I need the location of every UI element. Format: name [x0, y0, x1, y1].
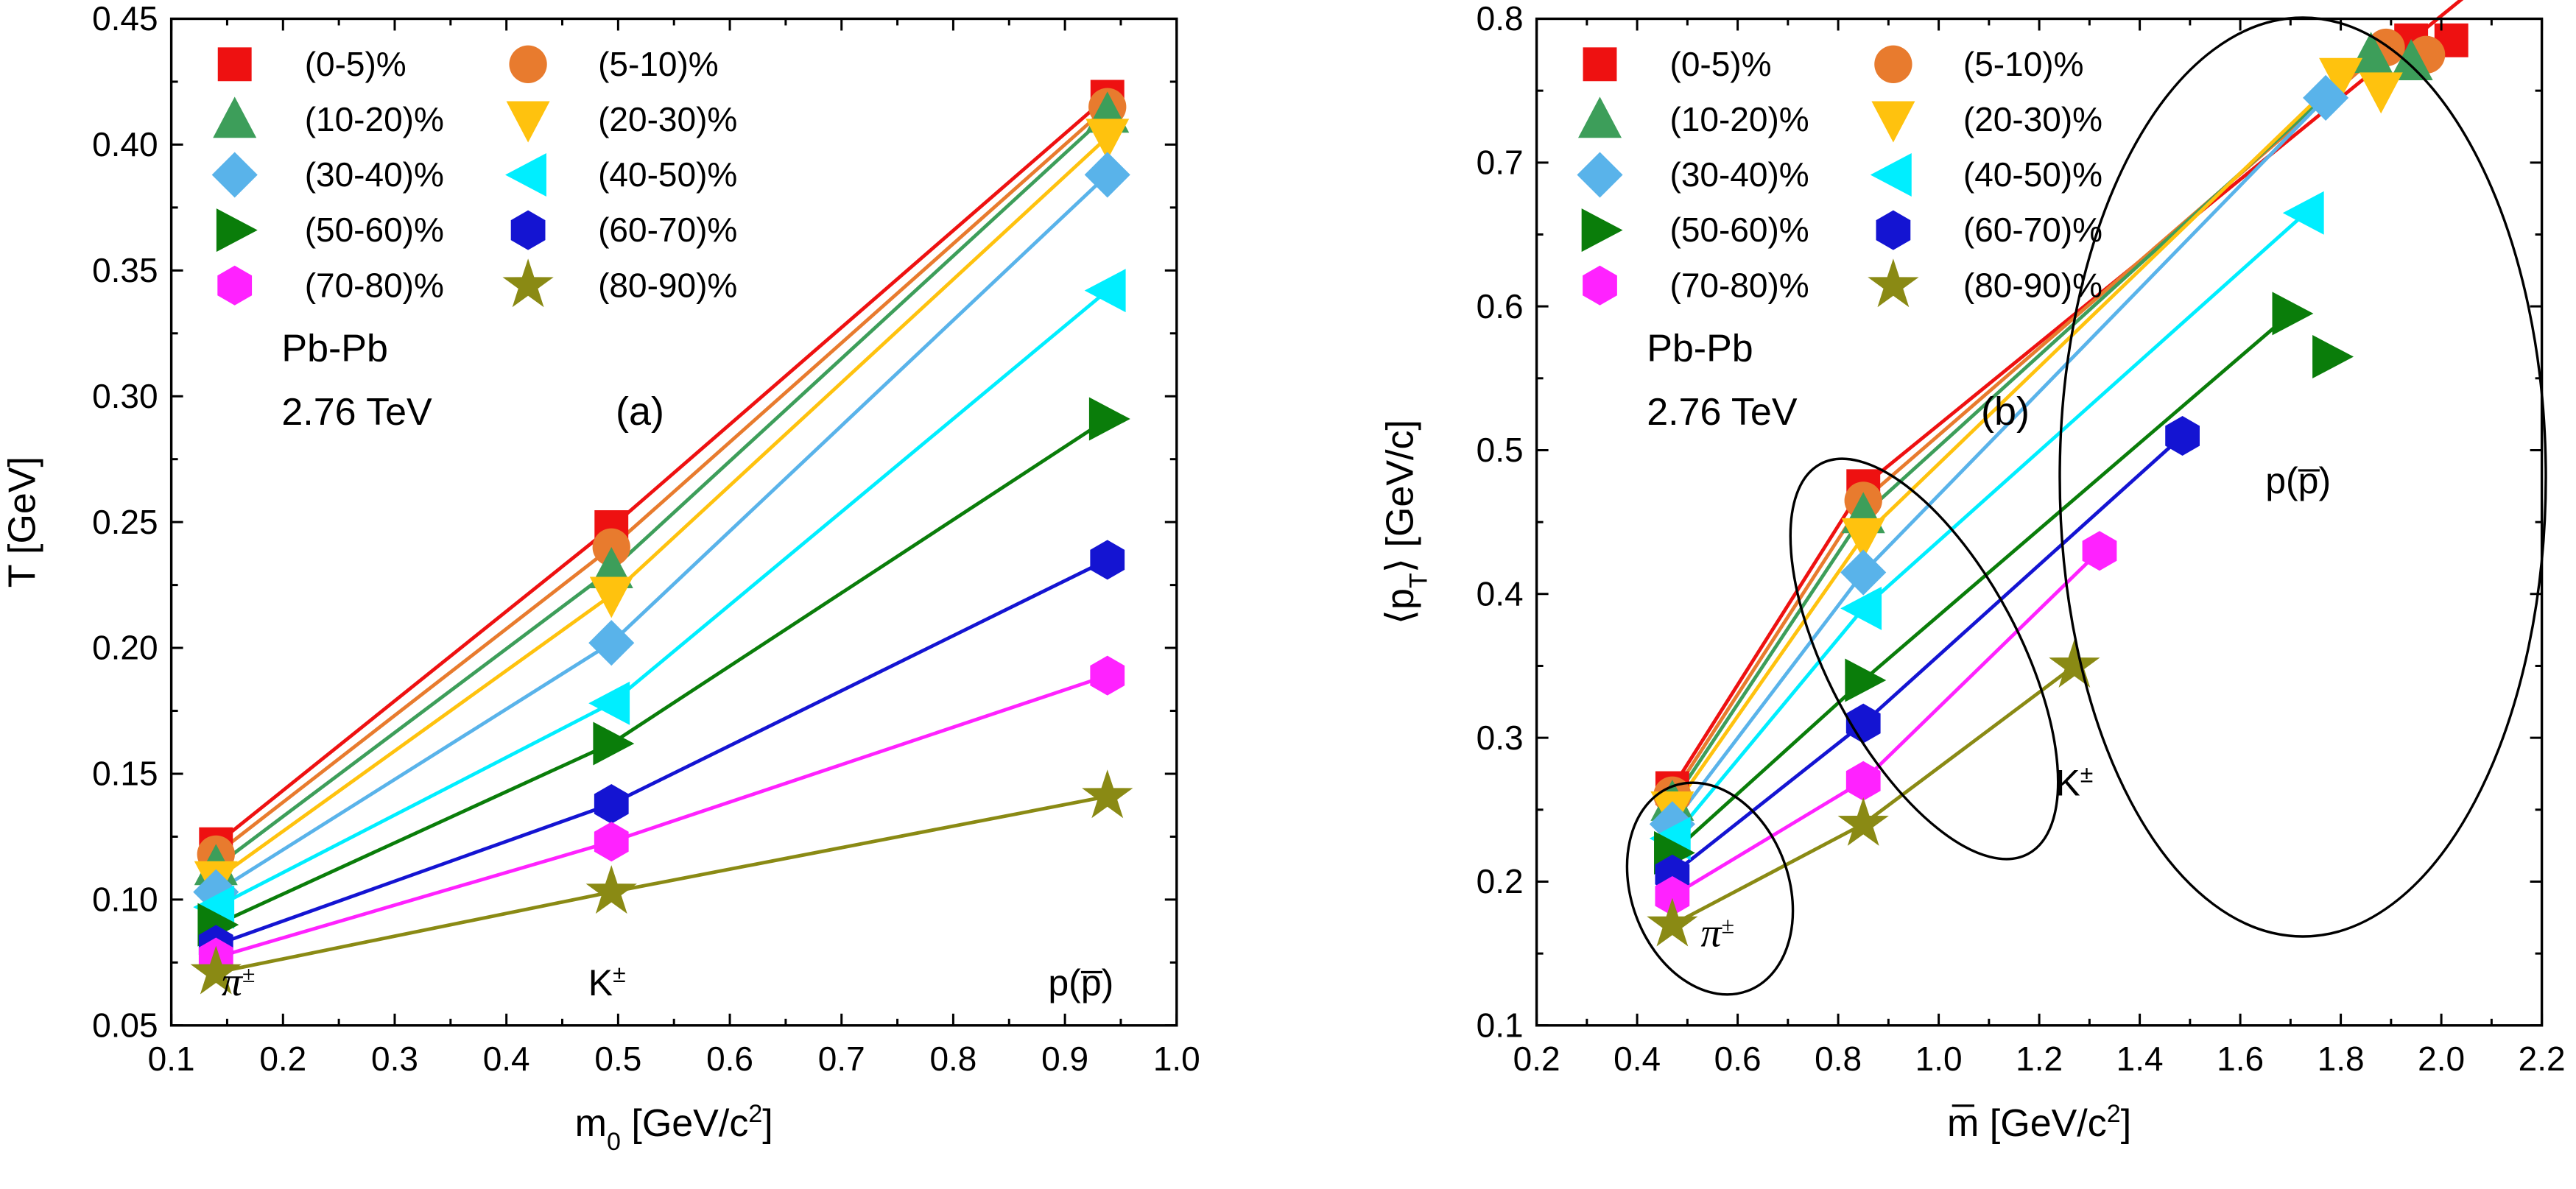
svg-text:0.5: 0.5: [594, 1040, 641, 1078]
svg-text:(60-70)%: (60-70)%: [1963, 211, 2102, 249]
svg-text:(80-90)%: (80-90)%: [598, 266, 737, 304]
svg-text:(40-50)%: (40-50)%: [1963, 155, 2102, 194]
svg-text:(50-60)%: (50-60)%: [1670, 211, 1809, 249]
svg-text:0.4: 0.4: [483, 1040, 530, 1078]
svg-text:(10-20)%: (10-20)%: [305, 100, 444, 138]
svg-text:0.45: 0.45: [92, 0, 158, 38]
svg-text:(0-5)%: (0-5)%: [1670, 45, 1772, 83]
svg-text:0.25: 0.25: [92, 503, 158, 541]
svg-text:(20-30)%: (20-30)%: [598, 100, 737, 138]
svg-text:(50-60)%: (50-60)%: [305, 211, 444, 249]
svg-text:(60-70)%: (60-70)%: [598, 211, 737, 249]
svg-text:0.2: 0.2: [1477, 862, 1524, 900]
svg-text:0.4: 0.4: [1613, 1040, 1661, 1078]
svg-text:1.8: 1.8: [2318, 1040, 2365, 1078]
svg-text:1.6: 1.6: [2217, 1040, 2264, 1078]
svg-text:0.6: 0.6: [1477, 287, 1524, 325]
svg-text:Pb-Pb: Pb-Pb: [1647, 328, 1753, 370]
svg-text:0.9: 0.9: [1041, 1040, 1088, 1078]
svg-text:2.76 TeV: 2.76 TeV: [1647, 391, 1798, 434]
svg-text:m̅ [GeV/c2]: m̅ [GeV/c2]: [1947, 1100, 2131, 1145]
svg-text:Pb-Pb: Pb-Pb: [281, 328, 388, 370]
svg-text:0.4: 0.4: [1477, 574, 1524, 613]
svg-text:p(p̅): p(p̅): [1048, 962, 1113, 1003]
svg-text:0.10: 0.10: [92, 881, 158, 919]
svg-text:(20-30)%: (20-30)%: [1963, 100, 2102, 138]
svg-text:0.8: 0.8: [1815, 1040, 1862, 1078]
svg-text:(80-90)%: (80-90)%: [1963, 266, 2102, 304]
svg-text:p(p̅): p(p̅): [2265, 460, 2331, 501]
svg-text:0.3: 0.3: [371, 1040, 418, 1078]
svg-text:0.3: 0.3: [1477, 719, 1524, 757]
svg-text:0.1: 0.1: [148, 1040, 195, 1078]
svg-text:0.20: 0.20: [92, 629, 158, 667]
svg-text:0.2: 0.2: [1513, 1040, 1560, 1078]
svg-text:1.4: 1.4: [2116, 1040, 2164, 1078]
svg-text:(30-40)%: (30-40)%: [305, 155, 444, 194]
svg-text:T [GeV]: T [GeV]: [1, 456, 44, 588]
svg-text:(5-10)%: (5-10)%: [598, 45, 719, 83]
svg-text:(a): (a): [616, 389, 664, 434]
svg-text:0.5: 0.5: [1477, 431, 1524, 469]
svg-text:2.0: 2.0: [2418, 1040, 2465, 1078]
svg-text:2.2: 2.2: [2519, 1040, 2566, 1078]
svg-text:(10-20)%: (10-20)%: [1670, 100, 1809, 138]
svg-text:0.7: 0.7: [818, 1040, 865, 1078]
svg-text:0.8: 0.8: [929, 1040, 976, 1078]
svg-text:(0-5)%: (0-5)%: [305, 45, 407, 83]
svg-text:0.15: 0.15: [92, 755, 158, 793]
svg-text:0.8: 0.8: [1477, 0, 1524, 38]
svg-text:(70-80)%: (70-80)%: [305, 266, 444, 304]
svg-text:0.1: 0.1: [1477, 1006, 1524, 1044]
svg-text:1.2: 1.2: [2016, 1040, 2063, 1078]
svg-text:1.0: 1.0: [1153, 1040, 1200, 1078]
svg-text:(b): (b): [1981, 389, 2030, 434]
svg-text:(5-10)%: (5-10)%: [1963, 45, 2084, 83]
svg-text:0.05: 0.05: [92, 1006, 158, 1044]
svg-text:(70-80)%: (70-80)%: [1670, 266, 1809, 304]
svg-text:0.40: 0.40: [92, 125, 158, 163]
svg-text:0.6: 0.6: [1714, 1040, 1762, 1078]
svg-text:0.6: 0.6: [706, 1040, 753, 1078]
svg-text:0.30: 0.30: [92, 377, 158, 415]
svg-text:(40-50)%: (40-50)%: [598, 155, 737, 194]
svg-text:0.2: 0.2: [259, 1040, 306, 1078]
svg-text:0.35: 0.35: [92, 251, 158, 289]
svg-text:1.0: 1.0: [1915, 1040, 1963, 1078]
svg-text:2.76 TeV: 2.76 TeV: [281, 391, 432, 434]
svg-text:0.7: 0.7: [1477, 143, 1524, 181]
svg-text:(30-40)%: (30-40)%: [1670, 155, 1809, 194]
